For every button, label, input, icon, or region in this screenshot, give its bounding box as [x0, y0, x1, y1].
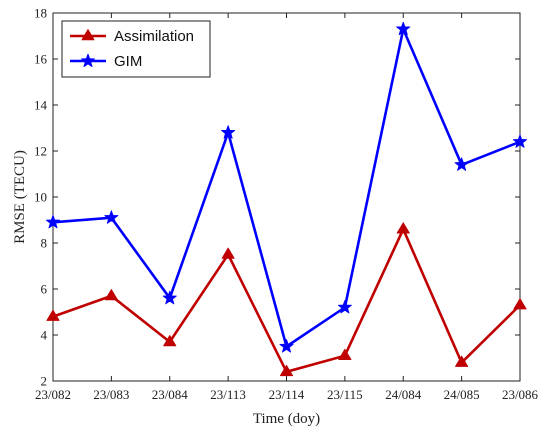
legend-marker-gim: [80, 53, 96, 68]
data-point-gim: [512, 134, 528, 148]
y-tick-label: 18: [34, 6, 47, 21]
legend-label-gim: GIM: [114, 53, 142, 70]
data-point-assimilation: [279, 364, 294, 377]
data-point-gim: [45, 214, 61, 229]
data-point-gim: [162, 290, 177, 305]
y-tick-label: 8: [41, 236, 48, 251]
x-tick-label: 23/113: [210, 387, 246, 402]
data-point-assimilation: [46, 309, 60, 321]
data-point-gim: [279, 339, 294, 353]
x-tick-label: 23/084: [152, 387, 189, 402]
y-tick-label: 14: [34, 98, 48, 113]
y-tick-label: 4: [41, 328, 48, 343]
data-point-assimilation: [163, 334, 177, 347]
legend-box: [61, 20, 211, 78]
y-tick-label: 6: [41, 282, 48, 297]
x-axis-title: Time (doy): [253, 411, 320, 427]
y-tick-label: 12: [34, 144, 47, 159]
axis-ticks: 2 4 6 8 10 12 14 16 18 23/082 23/083 23/084 23/113 23…: [34, 6, 539, 403]
legend-marker-assimilation: [81, 29, 95, 41]
data-point-gim: [454, 157, 469, 171]
data-point-assimilation: [396, 222, 410, 234]
data-point-assimilation: [338, 348, 352, 361]
data-point-assimilation: [104, 288, 118, 301]
x-tick-label: 23/115: [327, 387, 363, 402]
data-point-gim: [337, 299, 352, 314]
series-assimilation: [46, 222, 527, 377]
data-point-gim: [221, 125, 236, 139]
y-tick-label: 16: [34, 52, 48, 67]
x-tick-label: 23/083: [93, 387, 129, 402]
data-point-gim: [104, 210, 119, 224]
x-tick-label: 24/085: [444, 387, 480, 402]
x-tick-label: 24/084: [385, 387, 422, 402]
series-line-assimilation: [52, 226, 521, 374]
legend: Assimilation GIM: [61, 20, 211, 78]
x-tick-label: 23/082: [35, 387, 71, 402]
data-point-assimilation: [221, 247, 235, 259]
x-tick-label: 23/086: [502, 387, 539, 402]
legend-label-assimilation: Assimilation: [114, 28, 194, 45]
series-gim: [45, 21, 528, 353]
y-axis-title: RMSE (TECU): [12, 150, 28, 244]
y-tick-label: 10: [34, 190, 47, 205]
data-point-gim: [396, 21, 411, 36]
data-point-assimilation: [455, 355, 469, 367]
x-tick-label: 23/114: [269, 387, 305, 402]
y-tick-label: 2: [41, 374, 48, 389]
data-point-assimilation: [513, 298, 527, 310]
series-layer: [45, 21, 528, 377]
